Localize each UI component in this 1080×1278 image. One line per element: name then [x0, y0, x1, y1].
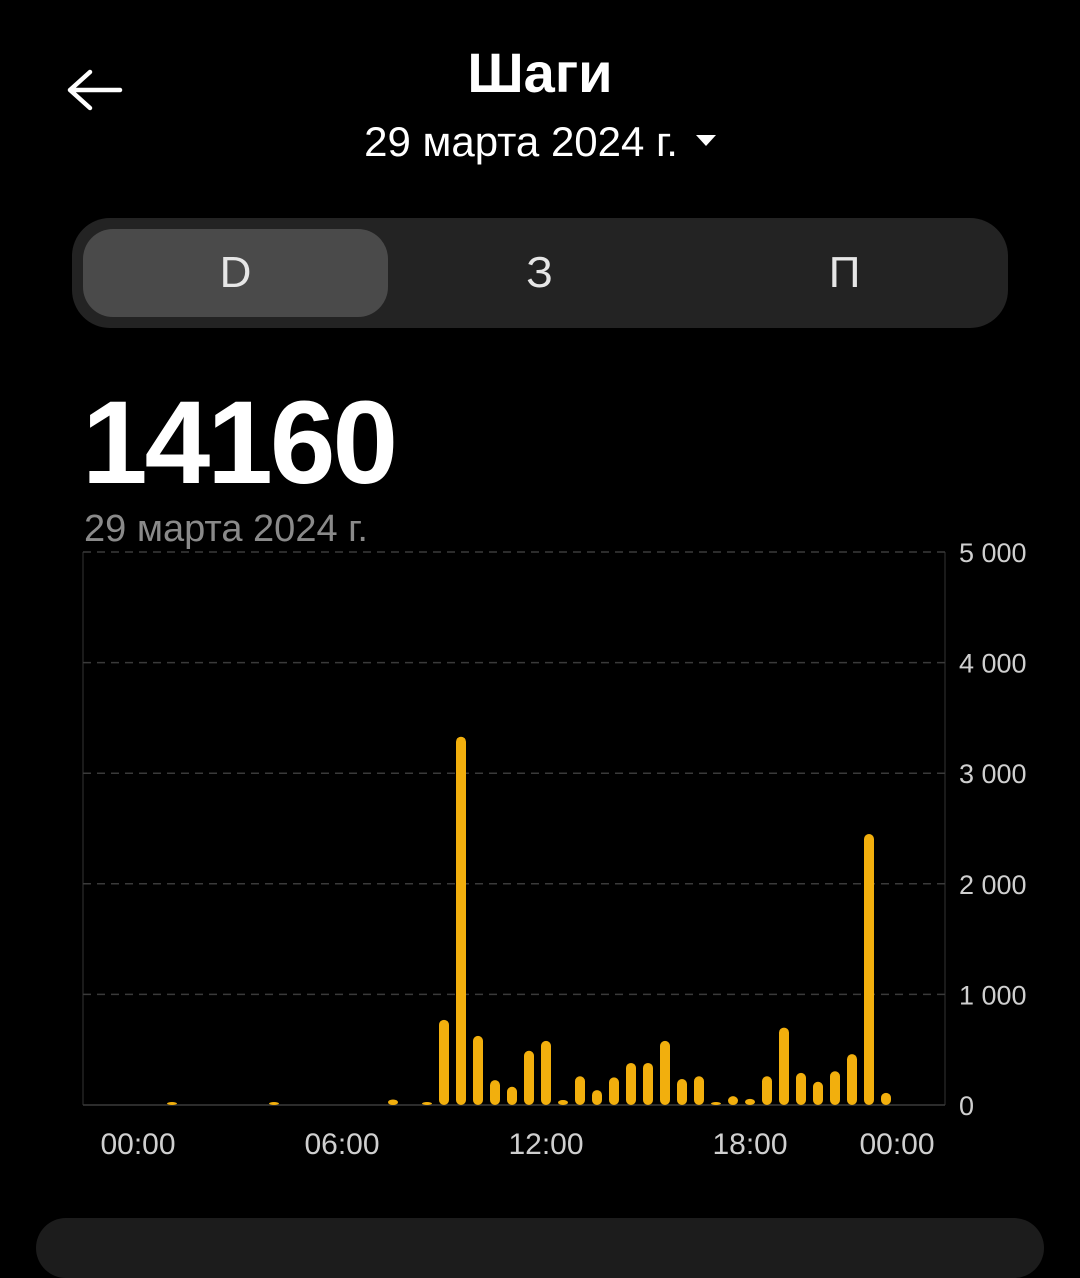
- tab-day[interactable]: D: [83, 229, 388, 317]
- bar: [660, 1040, 670, 1105]
- y-tick-label: 1 000: [959, 980, 1027, 1010]
- x-tick-label: 18:00: [712, 1128, 787, 1161]
- bar: [711, 1102, 721, 1105]
- bar: [167, 1102, 177, 1105]
- bar: [507, 1086, 517, 1105]
- bar: [473, 1035, 483, 1105]
- bar: [830, 1071, 840, 1105]
- bar: [779, 1027, 789, 1105]
- bar: [677, 1079, 687, 1105]
- bar: [388, 1099, 398, 1105]
- y-tick-label: 5 000: [959, 538, 1027, 568]
- bar: [422, 1102, 432, 1105]
- x-tick-label: 12:00: [508, 1128, 583, 1161]
- period-tabs: D З П: [72, 218, 1008, 328]
- bar: [813, 1081, 823, 1105]
- bar: [881, 1092, 891, 1105]
- bar: [575, 1076, 585, 1105]
- bar: [269, 1102, 279, 1105]
- x-tick-label: 00:00: [859, 1128, 934, 1161]
- bar: [745, 1098, 755, 1105]
- back-button[interactable]: [62, 62, 128, 118]
- bar: [626, 1062, 636, 1105]
- bar: [796, 1072, 806, 1105]
- bar: [609, 1077, 619, 1105]
- bar: [847, 1054, 857, 1105]
- x-tick-label: 06:00: [304, 1128, 379, 1161]
- tab-month[interactable]: П: [828, 248, 861, 297]
- bar: [456, 736, 466, 1105]
- y-tick-label: 3 000: [959, 759, 1027, 789]
- details-card: [36, 1218, 1044, 1278]
- bar: [694, 1076, 704, 1105]
- bar: [541, 1040, 551, 1105]
- bar: [728, 1096, 738, 1105]
- bar: [592, 1090, 602, 1105]
- summary-date: 29 марта 2024 г.: [84, 508, 368, 550]
- date-label: 29 марта 2024 г.: [364, 118, 678, 165]
- bar: [558, 1100, 568, 1105]
- caret-down-icon: [695, 135, 716, 147]
- y-tick-label: 0: [959, 1091, 974, 1121]
- bar: [643, 1062, 653, 1105]
- tab-week[interactable]: З: [526, 248, 553, 297]
- bar: [864, 834, 874, 1105]
- bar: [524, 1050, 534, 1105]
- y-tick-label: 4 000: [959, 649, 1027, 679]
- date-selector[interactable]: 29 марта 2024 г.: [0, 118, 1080, 166]
- bar: [490, 1080, 500, 1105]
- steps-total: 14160: [82, 377, 398, 509]
- bar: [762, 1076, 772, 1105]
- page-title: Шаги: [467, 41, 613, 104]
- x-tick-label: 00:00: [100, 1128, 175, 1161]
- bar: [439, 1019, 449, 1105]
- y-tick-label: 2 000: [959, 870, 1027, 900]
- steps-chart: 5 000 4 000 3 000 2 000 1 000 0 00:00 06:00 12:0…: [82, 538, 1027, 1161]
- arrow-left-icon: [67, 69, 123, 111]
